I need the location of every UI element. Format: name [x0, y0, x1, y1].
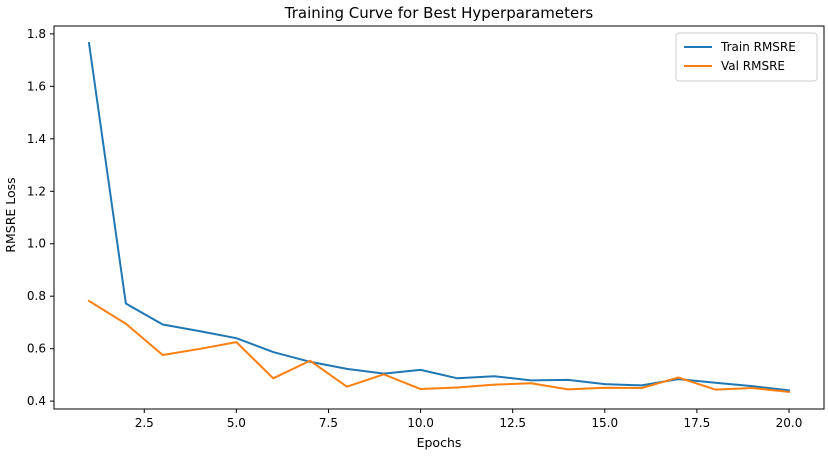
y-tick-label: 1.8 [27, 27, 46, 41]
x-tick-label: 5.0 [227, 416, 246, 430]
series-lines [87, 41, 791, 394]
y-axis: 0.4 0.6 0.8 1.0 1.2 1.4 1.6 1.8 [27, 27, 54, 408]
y-axis-label: RMSRE Loss [3, 177, 18, 252]
legend: Train RMSRE Val RMSRE [675, 32, 818, 82]
legend-box [675, 32, 818, 82]
x-tick-label: 15.0 [591, 416, 618, 430]
chart-title: Training Curve for Best Hyperparameters [284, 4, 594, 22]
y-tick-label: 1.6 [27, 79, 46, 93]
x-tick-label: 12.5 [499, 416, 526, 430]
x-tick-label: 20.0 [776, 416, 803, 430]
y-tick-label: 0.6 [27, 342, 46, 356]
y-tick-label: 1.4 [27, 132, 46, 146]
x-tick-label: 7.5 [319, 416, 338, 430]
y-tick-label: 0.4 [27, 394, 46, 408]
y-tick-label: 1.2 [27, 184, 46, 198]
series-line-val [87, 299, 791, 394]
x-tick-label: 17.5 [684, 416, 711, 430]
series-line-train [87, 41, 791, 392]
x-axis: 2.5 5.0 7.5 10.0 12.5 15.0 17.5 20.0 [135, 409, 803, 430]
x-tick-label: 10.0 [407, 416, 434, 430]
plot-frame [53, 25, 825, 410]
x-tick-label: 2.5 [135, 416, 154, 430]
y-tick-label: 1.0 [27, 237, 46, 251]
y-tick-label: 0.8 [27, 289, 46, 303]
legend-entry-label: Train RMSRE [720, 40, 796, 54]
x-axis-label: Epochs [417, 435, 462, 450]
legend-entry-label: Val RMSRE [721, 59, 785, 73]
